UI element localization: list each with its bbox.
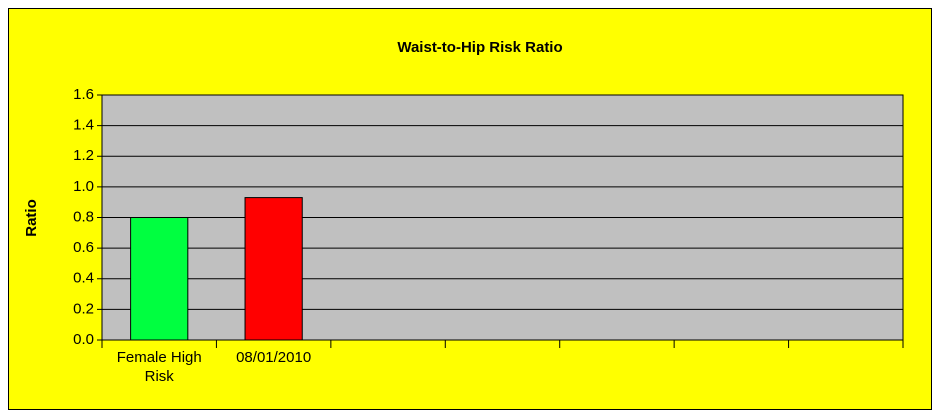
y-tick-label: 0.4: [73, 270, 94, 287]
y-tick-label: 0.2: [73, 300, 94, 317]
bar: [244, 197, 303, 341]
y-tick-label: 1.0: [73, 178, 94, 195]
x-tick-label: Female High Risk: [116, 349, 202, 385]
y-axis-label: Ratio: [23, 199, 40, 237]
chart-title: Waist-to-Hip Risk Ratio: [397, 39, 562, 56]
y-tick-label: 1.6: [73, 86, 94, 103]
y-tick-label: 0.6: [73, 239, 94, 256]
y-tick-label: 0.0: [73, 331, 94, 348]
y-tick-label: 1.4: [73, 117, 94, 134]
y-tick-label: 1.2: [73, 147, 94, 164]
bar: [130, 217, 189, 341]
y-tick-label: 0.8: [73, 208, 94, 225]
x-tick-label: 08/01/2010: [236, 349, 312, 366]
